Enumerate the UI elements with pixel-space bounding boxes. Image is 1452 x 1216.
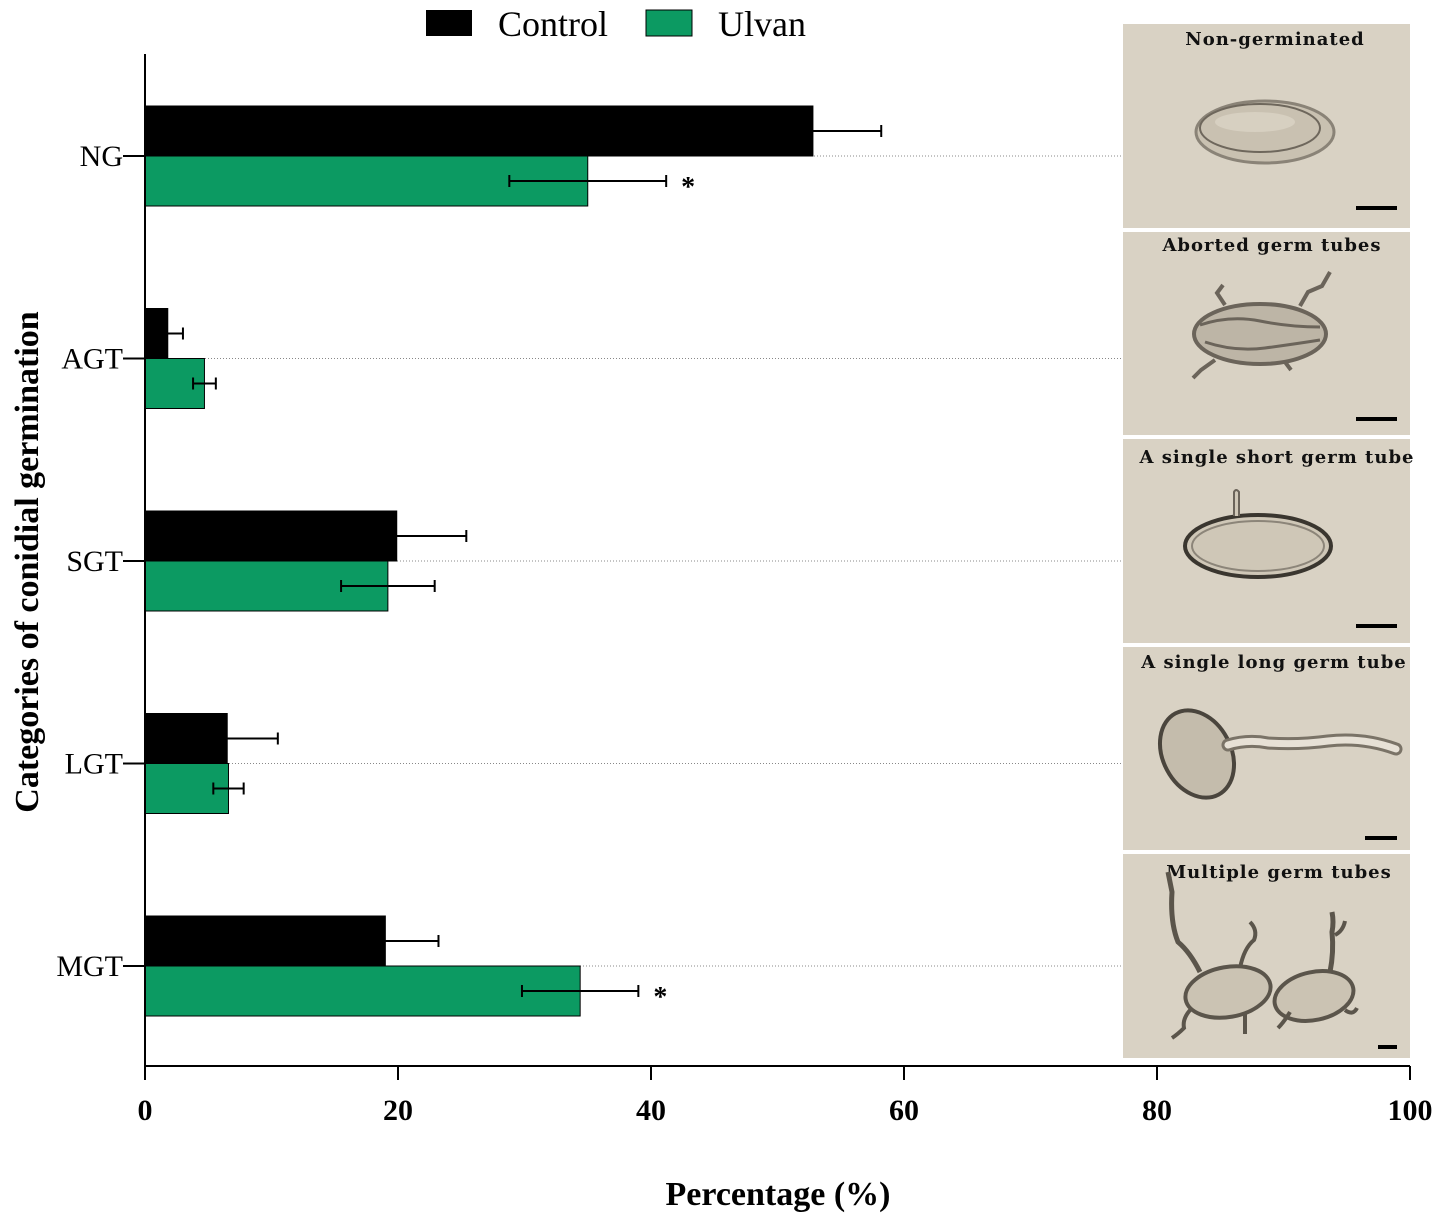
x-tick-label: 0	[138, 1094, 153, 1127]
error-bar-control-agt	[167, 327, 184, 340]
legend-swatch-ulvan	[645, 9, 693, 37]
scale-bar	[1378, 1045, 1397, 1049]
legend-swatch-control	[426, 10, 472, 36]
long-germ-tube-conidium-icon	[1158, 708, 1403, 800]
aborted-germ-tubes-conidium-icon	[1191, 271, 1332, 380]
y-axis-title: Categories of conidial germination	[9, 311, 46, 813]
x-tick-label: 20	[383, 1094, 413, 1127]
significance-asterisk: *	[653, 982, 667, 1013]
panel-label: Aborted germ tubes	[1161, 235, 1381, 256]
y-tick-label-sgt: SGT	[66, 545, 123, 578]
legend: Control Ulvan	[426, 4, 806, 44]
significance-markers: **	[653, 172, 695, 1013]
panel-multiple-germ-tubes: Multiple germ tubes	[1123, 854, 1410, 1058]
legend-label-ulvan: Ulvan	[718, 4, 806, 44]
y-tick-label-ng: NG	[80, 140, 123, 173]
bar-control-lgt	[144, 713, 228, 764]
x-tick-label: 40	[636, 1094, 666, 1127]
bar-control-agt	[144, 308, 169, 359]
bar-control-ng	[144, 105, 814, 157]
bar-ulvan-mgt	[144, 965, 581, 1017]
multiple-germ-tubes-conidia-icon	[1165, 871, 1359, 1040]
error-bar-control-mgt	[385, 935, 440, 947]
legend-label-control: Control	[498, 4, 608, 44]
scale-bar	[1356, 206, 1397, 210]
error-bar-ulvan-mgt	[520, 985, 640, 997]
bar-control-mgt	[144, 915, 386, 967]
scale-bar	[1356, 417, 1397, 421]
error-bars	[167, 125, 883, 997]
bar-control-sgt	[144, 510, 398, 562]
error-bar-control-ng	[812, 125, 883, 137]
x-axis-title: Percentage (%)	[666, 1176, 891, 1213]
y-tick-label-mgt: MGT	[56, 950, 123, 983]
short-germ-tube-conidium-icon	[1183, 489, 1333, 579]
panel-label: Non-germinated	[1185, 29, 1365, 50]
micrograph-panels: Non-germinated Aborted germ tubes	[1123, 24, 1415, 1058]
x-tick-label: 80	[1142, 1094, 1172, 1127]
panel-aborted-germ-tubes: Aborted germ tubes	[1123, 232, 1410, 435]
non-germinated-conidium-icon	[1194, 99, 1336, 165]
error-bar-ulvan-agt	[192, 377, 217, 390]
y-tick-label-lgt: LGT	[65, 748, 123, 781]
y-ticks: NG AGT SGT LGT MGT	[56, 140, 145, 983]
panel-label: A single long germ tube	[1140, 652, 1407, 673]
error-bar-control-lgt	[227, 732, 279, 745]
error-bar-ulvan-lgt	[212, 782, 245, 795]
error-bar-ulvan-ng	[508, 175, 668, 187]
error-bar-control-sgt	[396, 530, 468, 542]
scale-bar	[1365, 836, 1397, 840]
significance-asterisk: *	[681, 172, 695, 203]
x-ticks: 0 20 40 60 80 100	[138, 1066, 1433, 1127]
panel-label: Multiple germ tubes	[1166, 862, 1392, 883]
panel-single-long-germ-tube: A single long germ tube	[1123, 647, 1410, 850]
x-tick-label: 100	[1388, 1094, 1433, 1127]
y-tick-label-agt: AGT	[61, 343, 123, 376]
x-tick-label: 60	[889, 1094, 919, 1127]
error-bar-ulvan-sgt	[340, 580, 436, 592]
panel-non-germinated: Non-germinated	[1123, 24, 1410, 228]
panel-single-short-germ-tube: A single short germ tube	[1123, 439, 1415, 643]
panel-label: A single short germ tube	[1139, 447, 1415, 468]
scale-bar	[1356, 624, 1397, 628]
